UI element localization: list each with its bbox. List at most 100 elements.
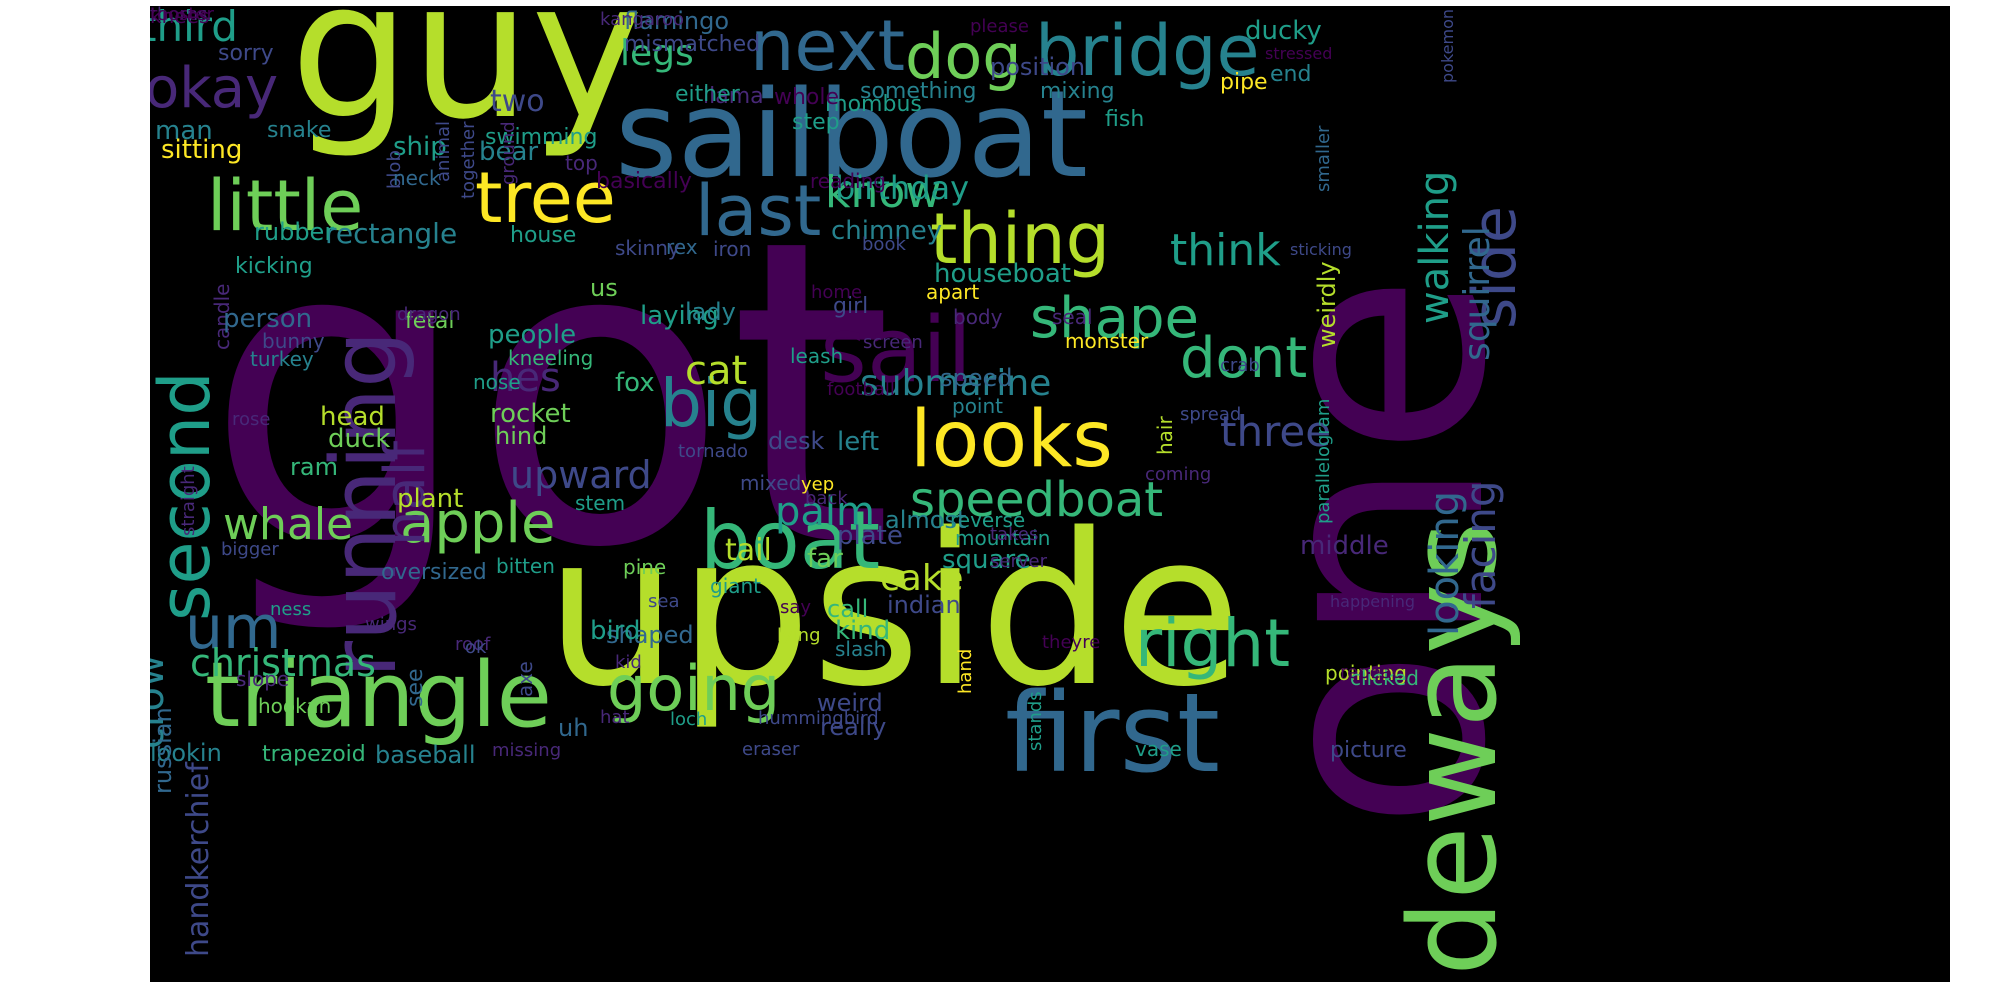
word-plate: plate (837, 521, 903, 551)
word-tornado: tornado (678, 441, 749, 462)
word-turkey: turkey (250, 347, 314, 371)
word-rex: rex (666, 235, 698, 259)
word-bear: bear (479, 137, 539, 167)
word-body: body (953, 305, 1003, 329)
word-home: home (811, 282, 863, 303)
word-something: something (860, 79, 977, 104)
word-man: man (155, 116, 213, 146)
word-thorns: thorns (150, 6, 208, 25)
word-rocket: rocket (490, 399, 571, 429)
word-kneeling: kneeling (508, 346, 594, 370)
word-iron: iron (713, 237, 752, 261)
word-kind: kind (835, 616, 891, 646)
word-smaller: smaller (1313, 125, 1334, 192)
word-stressed: stressed (1265, 44, 1333, 63)
word-nose: nose (473, 370, 521, 394)
word-houseboat: houseboat (934, 259, 1071, 289)
word-llama: llama (703, 84, 764, 109)
word-mixed: mixed (740, 471, 802, 495)
word-yep: yep (801, 474, 835, 495)
word-submarine: submarine (860, 363, 1052, 404)
word-person: person (223, 304, 313, 334)
word-tree: tree (475, 157, 616, 239)
word-dragon: dragon (397, 304, 461, 325)
word-dog: dog (905, 20, 1022, 93)
word-straight: straight (178, 466, 199, 536)
word-kicking: kicking (235, 254, 313, 279)
word-end: end (1270, 62, 1312, 87)
word-basically: basically (596, 169, 692, 194)
word-pine: pine (623, 555, 667, 579)
word-parallelogram: parallelogram (1313, 398, 1334, 524)
word-seal: seal (1052, 305, 1093, 329)
word-mixing: mixing (1040, 79, 1115, 104)
word-mountain: mountain (955, 526, 1051, 550)
word-bitten: bitten (496, 554, 555, 578)
word-either: either (675, 82, 740, 107)
word-people: people (488, 320, 577, 350)
word-screen: screen (863, 332, 923, 353)
word-think: think (1170, 225, 1281, 276)
word-plant: plant (397, 484, 464, 514)
word-stem: stem (575, 491, 626, 515)
word-rhombus: rhombus (825, 92, 922, 117)
word-clicked: clicked (1350, 666, 1419, 690)
word-hair: hair (1153, 416, 1177, 455)
word-spread: spread (1180, 404, 1242, 425)
word-duck: duck (328, 424, 391, 454)
word-neck: neck (393, 166, 441, 190)
word-apart: apart (926, 280, 980, 304)
word-happening: happening (1330, 592, 1415, 611)
word-weirdly: weirdly (1313, 261, 1341, 348)
word-fetal: fetal (405, 309, 455, 334)
word-us: us (590, 274, 618, 302)
word-lying: lying (777, 625, 821, 646)
word-mismatched: mismatched (624, 32, 761, 57)
word-reading: reading (810, 169, 886, 193)
word-say: say (780, 597, 812, 618)
word-baseball: baseball (375, 741, 476, 769)
word-shaped: shaped (606, 621, 694, 649)
word-triangle: triangle (205, 643, 552, 748)
word-ness: ness (270, 599, 312, 620)
word-hat: hat (600, 707, 630, 728)
word-sail: sail (820, 298, 973, 403)
word-axe: axe (513, 661, 537, 697)
word-rose: rose (232, 409, 271, 430)
word-top: top (565, 151, 598, 175)
word-ship: ship (393, 132, 447, 162)
word-girl: girl (833, 294, 869, 319)
word-bunny: bunny (262, 329, 325, 353)
word-stands: stands (1025, 691, 1046, 751)
word-going: going (607, 652, 781, 725)
word-first: first (1005, 669, 1220, 797)
word-ground: ground (498, 121, 519, 185)
word-three: three (1220, 407, 1332, 456)
word-picture: picture (1330, 738, 1407, 763)
word-bird: bird (590, 616, 641, 646)
word-um: um (185, 593, 282, 663)
word-really: really (820, 713, 887, 741)
word-takes: takes (990, 524, 1039, 545)
word-last: last (695, 170, 822, 252)
word-right: right (1135, 605, 1291, 682)
word-apple: apple (400, 491, 556, 556)
word-sorry: sorry (218, 41, 274, 66)
word-roof: roof (455, 634, 491, 655)
word-dont: dont (1180, 326, 1308, 391)
word-square: square (942, 545, 1031, 575)
word-hes: hes (490, 355, 561, 401)
word-handkerchief: handkerchief (181, 762, 216, 957)
word-got: got (205, 151, 894, 640)
word-desk: desk (768, 427, 825, 455)
word-laying: laying (640, 301, 719, 331)
word-walking: walking (1412, 170, 1458, 324)
word-hand: hand (955, 648, 976, 694)
word-back: back (805, 488, 848, 509)
word-flamingo: flamingo (624, 7, 729, 35)
word-hookah: hookah (258, 694, 332, 718)
word-ok: ok (465, 637, 487, 658)
word-upside: upside (545, 488, 1242, 733)
word-call: call (827, 595, 869, 623)
word-palm: palm (775, 489, 875, 535)
